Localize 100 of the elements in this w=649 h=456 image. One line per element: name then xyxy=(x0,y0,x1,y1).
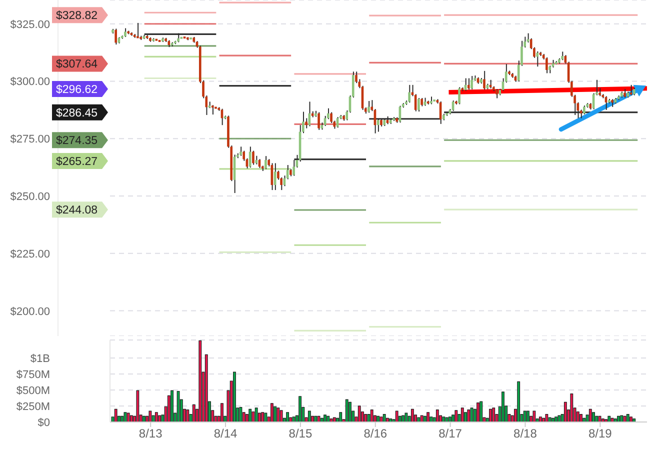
bar xyxy=(548,417,552,422)
bar xyxy=(395,410,398,422)
bar xyxy=(198,340,202,422)
bar xyxy=(476,402,480,422)
y2-tick-label: $296.62 xyxy=(56,84,98,96)
bar xyxy=(404,412,408,422)
bar xyxy=(492,408,496,422)
bar xyxy=(523,410,526,422)
y2-tick-label: $307.64 xyxy=(56,58,98,71)
bar xyxy=(420,415,424,422)
y-tick-label: $1B xyxy=(30,352,50,365)
bar xyxy=(545,414,548,422)
bar xyxy=(248,408,252,422)
bar xyxy=(136,390,140,422)
bar xyxy=(152,415,155,422)
bar xyxy=(233,372,236,422)
y2-tick-label: $286.45 xyxy=(56,107,98,120)
bar xyxy=(370,410,374,422)
bar xyxy=(298,396,302,422)
bar xyxy=(292,416,296,422)
bar xyxy=(348,402,352,422)
x-tick-label: 8/15 xyxy=(288,426,312,441)
bar xyxy=(276,408,280,422)
bar xyxy=(460,408,464,422)
bar xyxy=(445,417,448,422)
bar xyxy=(630,416,632,422)
y2-tick-label: $328.82 xyxy=(56,10,98,22)
bar xyxy=(426,412,430,422)
bar xyxy=(595,416,598,422)
bar xyxy=(538,416,542,422)
bar xyxy=(142,416,146,422)
bar xyxy=(617,416,620,422)
bar xyxy=(480,401,483,422)
bar xyxy=(389,418,392,422)
bar xyxy=(170,390,174,422)
bar xyxy=(114,408,118,422)
bar xyxy=(417,417,420,422)
bar xyxy=(186,410,190,422)
bar xyxy=(442,416,446,422)
bar xyxy=(364,414,368,422)
bar xyxy=(274,406,277,422)
y-tick-label: $325.00 xyxy=(10,18,50,31)
bar xyxy=(436,410,439,422)
bar xyxy=(317,416,320,422)
bar xyxy=(580,414,582,422)
x-tick-label: 8/13 xyxy=(138,426,163,441)
y-tick-label: $500M xyxy=(16,384,50,397)
bar xyxy=(326,416,330,422)
bar xyxy=(286,412,290,422)
bar xyxy=(376,416,380,422)
bar xyxy=(614,418,617,422)
bar xyxy=(554,416,558,422)
bar xyxy=(526,410,530,422)
bar xyxy=(124,412,127,422)
bar xyxy=(558,415,561,422)
y-tick-label: $250M xyxy=(16,400,50,413)
bar xyxy=(154,412,158,422)
bar xyxy=(604,419,608,422)
bar xyxy=(626,414,630,422)
bar xyxy=(126,412,130,422)
bar xyxy=(380,416,383,422)
bar xyxy=(570,394,574,422)
bar xyxy=(502,392,504,422)
bar xyxy=(264,412,268,422)
bar xyxy=(588,408,592,422)
bar xyxy=(608,416,611,422)
x-tick-label: 8/17 xyxy=(438,426,462,441)
y-tick-label: $275.00 xyxy=(10,134,50,146)
bar xyxy=(448,416,452,422)
x-tick-label: 8/19 xyxy=(588,426,612,441)
bar xyxy=(120,416,124,422)
y-tick-label: $250.00 xyxy=(10,191,50,203)
bar xyxy=(270,403,274,422)
y2-tick-label: $244.08 xyxy=(56,204,98,217)
bar xyxy=(308,410,311,422)
bar xyxy=(280,410,283,422)
bar xyxy=(345,399,348,422)
bar xyxy=(252,411,255,422)
bar xyxy=(254,408,258,422)
bar xyxy=(261,412,264,422)
bar xyxy=(576,411,580,422)
y-tick-label: $0 xyxy=(38,417,50,429)
bar xyxy=(532,410,536,422)
x-tick-label: 8/16 xyxy=(364,426,388,441)
bar xyxy=(332,417,336,422)
bar xyxy=(358,406,361,422)
bar xyxy=(620,415,624,422)
y-tick-label: $225.00 xyxy=(10,248,50,260)
y2-tick-label: $274.35 xyxy=(56,135,98,148)
bar xyxy=(601,418,604,422)
bar xyxy=(220,403,224,422)
x-tick-label: 8/14 xyxy=(214,426,238,441)
y-tick-label: $750M xyxy=(16,368,50,381)
bar xyxy=(192,404,196,422)
bar xyxy=(239,406,242,422)
y-tick-label: $200.00 xyxy=(10,306,50,318)
bar xyxy=(517,381,520,422)
bar xyxy=(402,415,405,422)
bar xyxy=(467,410,470,422)
bar xyxy=(489,408,492,422)
